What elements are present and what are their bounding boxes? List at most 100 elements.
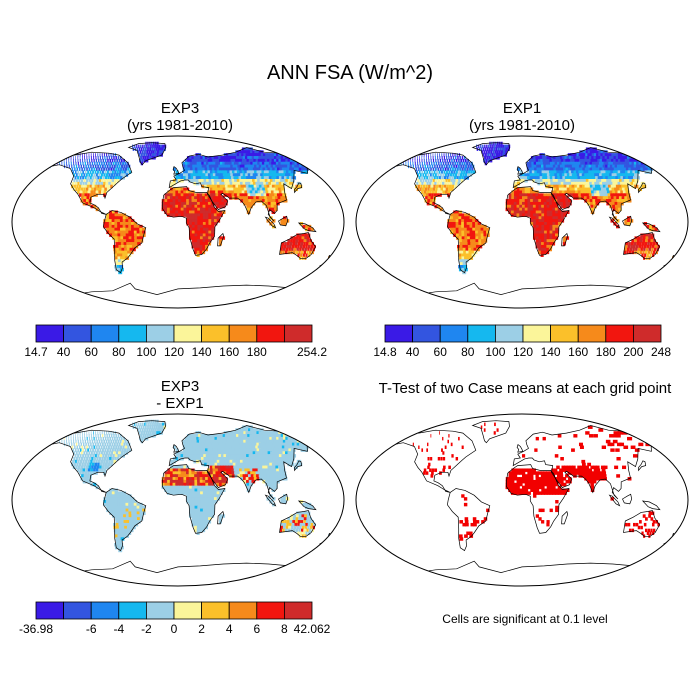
map-border [355, 413, 689, 587]
colorbar-swatch [550, 324, 579, 343]
coastline-greenland [127, 142, 166, 166]
coastline-madagascar [217, 232, 225, 247]
colorbar-exp1: 14.8 40 60 80 100 120 140 160 180 200 248 [373, 324, 671, 359]
panel-title-line2: (yrs 1981-2010) [469, 117, 575, 134]
coastline-eurasia [168, 147, 320, 222]
colorbar-swatch [283, 324, 313, 343]
coastline-newGuinea [641, 222, 661, 233]
coastlines [48, 142, 334, 308]
coastline-eurasia [512, 425, 664, 500]
colorbar-swatch [384, 324, 414, 343]
colorbar-swatch [118, 324, 147, 343]
coastline-australia [279, 510, 317, 537]
colorbar-tick-label: -36.98 [19, 622, 53, 636]
coastline-uk [172, 444, 180, 453]
colorbar-swatch [494, 324, 524, 343]
colorbar-exp3: 14.7 40 60 80 100 120 140 160 180 254.2 [24, 324, 327, 359]
panel-title-diff: EXP3 - EXP1 [20, 378, 340, 412]
colorbar-swatch [228, 601, 258, 620]
coastline-sumatra [608, 216, 621, 229]
coastline-eurasia [512, 147, 664, 222]
coastline-northAmerica [48, 429, 133, 493]
panel-title-exp3: EXP3 (yrs 1981-2010) [20, 100, 340, 134]
map-border [355, 135, 689, 309]
panel-title-line2: (yrs 1981-2010) [127, 117, 233, 134]
map-diff [11, 413, 345, 587]
coastline-japan [638, 460, 647, 472]
coastline-sumatra [608, 494, 621, 507]
colorbar-tick-label: 120 [513, 345, 533, 359]
colorbar-swatch [201, 324, 230, 343]
coastline-japan [294, 182, 303, 194]
coastline-sumatra [264, 494, 277, 507]
coastline-eurasia [168, 425, 320, 500]
significance-note: Cells are significant at 0.1 level [442, 612, 608, 626]
coastlines [392, 420, 678, 586]
map-ttest [355, 413, 689, 587]
colorbar-swatch [173, 324, 203, 343]
colorbar-tick-label: 100 [485, 345, 505, 359]
coastline-greenland [127, 420, 166, 444]
colorbar-tick-label: 160 [568, 345, 588, 359]
colorbar-tick-label: 80 [112, 345, 126, 359]
coastline-australia [623, 232, 661, 259]
map-border [11, 413, 345, 587]
coastline-madagascar [561, 232, 569, 247]
coastline-japan [294, 460, 303, 472]
colorbar-swatch [63, 324, 92, 343]
coastline-uk [172, 166, 180, 175]
colorbar-tick-label: 4 [226, 622, 233, 636]
coastline-northAmerica [48, 151, 133, 215]
panel-title-exp1: EXP1 (yrs 1981-2010) [362, 100, 682, 134]
colorbar-swatch [173, 601, 203, 620]
colorbar-swatch [145, 601, 175, 620]
coastline-uk [516, 166, 524, 175]
coastline-greenland [471, 142, 510, 166]
colorbar-tick-label: 140 [541, 345, 561, 359]
colorbar-tick-label: 14.8 [373, 345, 397, 359]
colorbar-swatch [522, 324, 552, 343]
colorbar-swatch [633, 324, 662, 343]
colorbar-tick-label: 8 [281, 622, 288, 636]
panel-title-line1: EXP1 [502, 100, 542, 117]
map-cells [49, 141, 333, 275]
colorbar-tick-label: 0 [171, 622, 178, 636]
colorbar-tick-label: 40 [57, 345, 71, 359]
coastline-africa [162, 186, 226, 256]
colorbar-tick-label: -4 [113, 622, 124, 636]
coastline-northAmerica [392, 429, 477, 493]
map-exp3 [11, 135, 345, 309]
colorbar-tick-label: 180 [596, 345, 616, 359]
figure-title: ANN FSA (W/m^2) [266, 62, 434, 84]
coastline-madagascar [217, 510, 225, 525]
coastline-madagascar [561, 510, 569, 525]
coastline-greenland [471, 420, 510, 444]
colorbar-tick-label: 248 [651, 345, 671, 359]
colorbar-swatch [412, 324, 441, 343]
coastline-northAmerica [392, 151, 477, 215]
panel-title-line2: - EXP1 [156, 395, 204, 412]
colorbar-tick-label: 120 [164, 345, 184, 359]
coastline-australia [279, 232, 317, 259]
colorbar-swatch [63, 601, 92, 620]
colorbar-tick-label: 6 [253, 622, 260, 636]
colorbar-swatch [256, 601, 285, 620]
colorbar-swatch [467, 324, 496, 343]
coastline-borneo [622, 493, 633, 505]
coastline-southAmerica [103, 488, 147, 552]
colorbar-tick-label: 200 [623, 345, 643, 359]
coastline-japan [638, 182, 647, 194]
colorbar-swatch [35, 324, 65, 343]
map-cells [49, 419, 333, 553]
colorbar-swatch [118, 601, 147, 620]
colorbar-tick-label: 160 [219, 345, 239, 359]
colorbar-diff: -36.98 -6 -4 -2 0 2 4 6 8 42.062 [19, 601, 331, 636]
colorbar-swatch [283, 601, 313, 620]
panel-title-line1: EXP3 [160, 378, 200, 395]
coastline-uk [516, 444, 524, 453]
colorbar-swatch [439, 324, 469, 343]
colorbar-tick-label: -6 [86, 622, 97, 636]
colorbar-tick-label: 254.2 [297, 345, 327, 359]
colorbar-swatch [35, 601, 65, 620]
